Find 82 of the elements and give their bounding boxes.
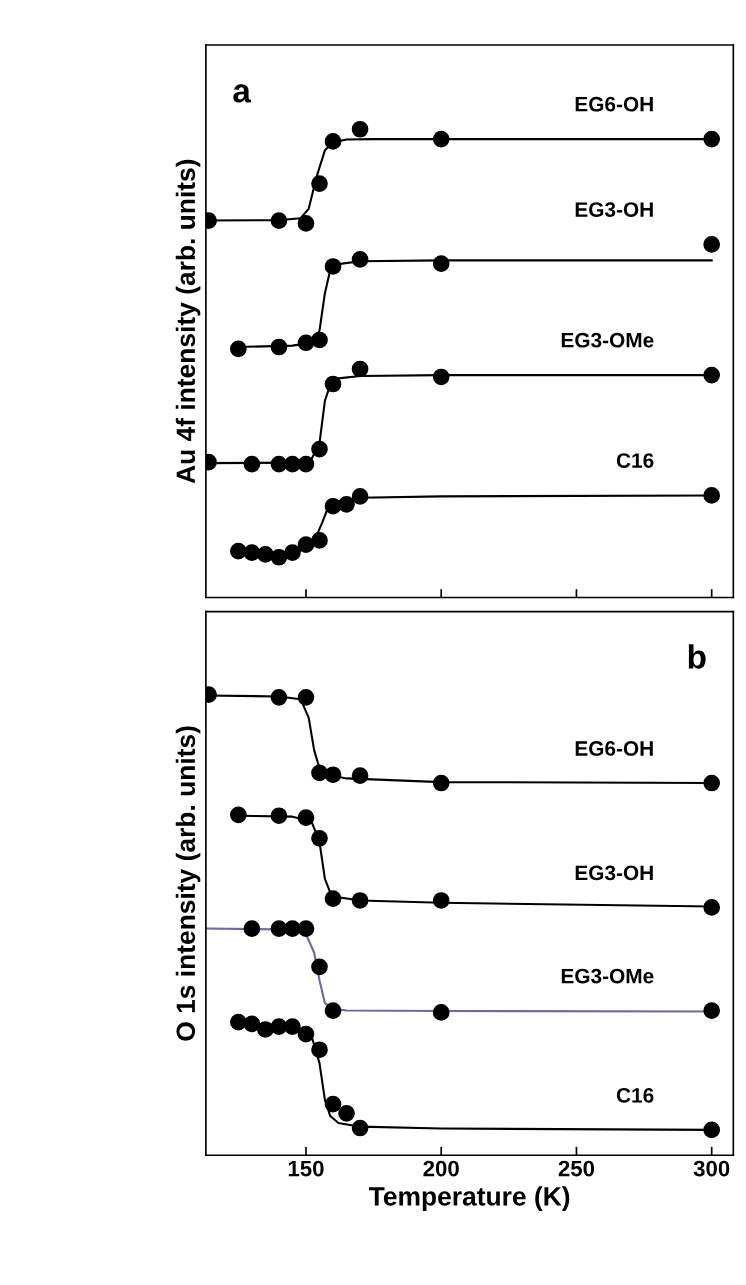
point: [297, 215, 315, 232]
point: [243, 920, 261, 937]
point: [703, 366, 721, 384]
point: [284, 544, 301, 561]
point: [432, 892, 450, 909]
point: [703, 130, 721, 148]
text: C16: [616, 453, 654, 468]
y-axis-title: Au 4f intensity (arb. units): [175, 159, 201, 484]
text: EG3-OMe: [561, 332, 654, 348]
point: [297, 455, 315, 473]
point: [270, 807, 288, 825]
point: [351, 251, 369, 268]
point: [297, 334, 315, 352]
point: [703, 1002, 721, 1019]
point: [284, 1018, 301, 1036]
point: [351, 767, 369, 784]
point: [297, 920, 315, 937]
point: [432, 774, 450, 792]
point: [257, 1021, 274, 1038]
point: [297, 1025, 315, 1043]
point: [351, 360, 369, 378]
point: [297, 536, 315, 553]
point: [270, 455, 288, 473]
point: [432, 255, 450, 272]
point: [230, 340, 247, 358]
point: [230, 806, 247, 824]
point: [297, 689, 315, 706]
point: [432, 1004, 450, 1021]
text: EG3-OH: [575, 865, 653, 881]
text: EG3-OMe: [561, 968, 654, 984]
text: EG6-OH: [575, 96, 653, 112]
point: [311, 958, 328, 976]
point: [243, 544, 261, 561]
x-axis-title: Temperature (K): [368, 1186, 570, 1211]
point: [432, 368, 450, 386]
point: [270, 548, 288, 566]
point: [243, 1015, 261, 1033]
point: [703, 1121, 721, 1139]
point: [270, 689, 288, 706]
x-tick-label: 300: [693, 1160, 730, 1177]
point: [311, 764, 328, 782]
text: C16: [616, 1087, 654, 1103]
point: [243, 455, 261, 473]
point: [324, 258, 342, 275]
point: [324, 1095, 342, 1113]
point: [284, 920, 301, 937]
point: [338, 1104, 355, 1122]
point: [311, 440, 328, 458]
point: [324, 375, 342, 393]
text: a: [233, 84, 252, 103]
point: [703, 487, 721, 504]
point: [703, 899, 721, 916]
point: [270, 212, 288, 229]
point: [311, 532, 328, 549]
x-tick-label: 150: [288, 1160, 324, 1177]
point: [338, 496, 355, 513]
point: [311, 175, 328, 192]
point: [257, 546, 274, 563]
point: [311, 829, 328, 847]
point: [703, 236, 721, 253]
text: b: [688, 644, 706, 669]
point: [230, 1013, 247, 1031]
point: [324, 1002, 342, 1019]
x-tick-label: 250: [558, 1160, 595, 1177]
point: [351, 120, 369, 138]
point: [230, 542, 247, 560]
text: EG6-OH: [575, 741, 653, 756]
point: [351, 892, 369, 909]
point: [703, 774, 721, 792]
point: [270, 338, 288, 356]
point: [351, 488, 369, 505]
y-axis-title: O 1s intensity (arb. units): [175, 726, 201, 1041]
point: [297, 809, 315, 826]
point: [311, 331, 328, 349]
point: [311, 1041, 328, 1059]
text: EG3-OH: [575, 202, 653, 217]
point: [351, 1119, 369, 1137]
point: [324, 890, 342, 907]
point: [432, 130, 450, 148]
point: [324, 766, 342, 784]
x-tick-label: 200: [423, 1160, 459, 1177]
point: [324, 133, 342, 150]
